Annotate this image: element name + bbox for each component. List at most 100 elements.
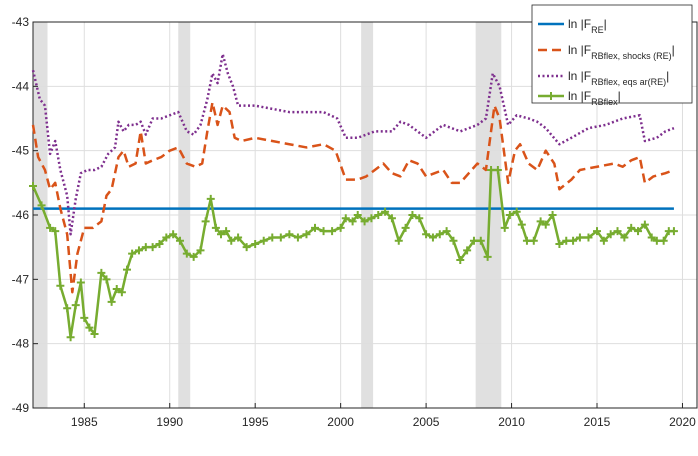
point-marker bbox=[613, 227, 622, 236]
point-marker bbox=[66, 333, 75, 342]
point-marker bbox=[647, 233, 656, 242]
x-tick-label: 1990 bbox=[156, 415, 183, 429]
legend-label: ln |FRBflex, shocks (RE)| bbox=[568, 43, 675, 61]
point-marker bbox=[529, 236, 538, 245]
point-marker bbox=[285, 230, 294, 239]
point-marker bbox=[599, 236, 608, 245]
point-marker bbox=[387, 214, 396, 223]
point-marker bbox=[415, 214, 424, 223]
y-tick-label: -43 bbox=[12, 15, 30, 29]
point-marker bbox=[536, 217, 545, 226]
legend-label-end: | bbox=[666, 69, 669, 83]
x-tick-label: 2005 bbox=[413, 415, 440, 429]
point-marker bbox=[76, 278, 85, 287]
x-tick-label: 2010 bbox=[498, 415, 525, 429]
legend-label: ln |FRBflex, eqs ar(RE)| bbox=[568, 69, 669, 87]
point-marker bbox=[569, 236, 578, 245]
point-marker bbox=[37, 201, 46, 210]
point-marker bbox=[276, 233, 285, 242]
legend-label-subscript: RBflex bbox=[591, 97, 618, 107]
x-tick-label: 2020 bbox=[669, 415, 696, 429]
point-marker bbox=[493, 165, 502, 174]
point-marker bbox=[196, 246, 205, 255]
point-marker bbox=[328, 227, 337, 236]
point-marker bbox=[500, 223, 509, 232]
point-marker bbox=[593, 227, 602, 236]
point-marker bbox=[134, 246, 143, 255]
point-marker bbox=[353, 211, 362, 219]
point-marker bbox=[449, 236, 458, 245]
point-marker bbox=[182, 249, 191, 258]
point-marker bbox=[311, 223, 320, 232]
legend-label-end: | bbox=[672, 43, 675, 57]
legend-label-main: ln |F bbox=[568, 17, 591, 31]
point-marker bbox=[367, 214, 376, 223]
axes-box bbox=[32, 21, 698, 409]
point-marker bbox=[584, 233, 593, 242]
point-marker bbox=[259, 236, 268, 245]
point-marker bbox=[201, 217, 210, 226]
point-marker bbox=[175, 236, 184, 245]
legend-label-end: | bbox=[618, 89, 621, 103]
legend-label-main: ln |F bbox=[568, 69, 591, 83]
point-marker bbox=[541, 220, 550, 229]
point-marker bbox=[169, 230, 178, 239]
legend: ln |FRE|ln |FRBflex, shocks (RE)|ln |FRB… bbox=[531, 4, 693, 107]
point-marker bbox=[123, 265, 132, 274]
x-tick-label: 1995 bbox=[242, 415, 269, 429]
y-tick-label: -49 bbox=[12, 401, 30, 415]
point-marker bbox=[90, 330, 99, 339]
legend-label-subscript: RE bbox=[591, 25, 604, 35]
point-marker bbox=[652, 236, 661, 245]
legend-marker bbox=[547, 92, 555, 100]
legend-label-subscript: RBflex, shocks (RE) bbox=[591, 51, 672, 61]
point-marker bbox=[505, 211, 514, 219]
y-tick-label: -44 bbox=[12, 79, 30, 93]
point-marker bbox=[217, 230, 226, 239]
legend-label: ln |FRBflex| bbox=[568, 89, 621, 107]
point-marker bbox=[634, 227, 643, 236]
point-marker bbox=[463, 246, 472, 255]
x-tick-label: 2015 bbox=[584, 415, 611, 429]
point-marker bbox=[522, 236, 531, 245]
point-marker bbox=[669, 227, 678, 236]
point-marker bbox=[487, 165, 496, 174]
legend-label-main: ln |F bbox=[568, 43, 591, 57]
point-marker bbox=[469, 236, 478, 245]
x-tick-label: 1985 bbox=[71, 415, 98, 429]
point-marker bbox=[80, 313, 89, 322]
point-marker bbox=[341, 214, 350, 223]
point-marker bbox=[401, 223, 410, 232]
point-marker bbox=[112, 284, 121, 293]
point-marker bbox=[408, 211, 417, 219]
point-marker bbox=[336, 223, 345, 232]
point-marker bbox=[374, 211, 383, 219]
point-marker bbox=[251, 239, 260, 248]
point-marker bbox=[442, 227, 451, 236]
point-marker bbox=[422, 230, 431, 239]
point-marker bbox=[268, 233, 277, 242]
point-marker bbox=[51, 227, 60, 236]
point-marker bbox=[206, 194, 215, 203]
point-marker bbox=[85, 323, 94, 332]
point-marker bbox=[211, 223, 220, 232]
point-marker bbox=[141, 243, 150, 252]
point-marker bbox=[227, 236, 236, 245]
x-tick-label: 2000 bbox=[327, 415, 354, 429]
point-marker bbox=[659, 236, 668, 245]
point-marker bbox=[162, 233, 171, 242]
point-marker bbox=[117, 288, 126, 297]
legend-label-main: ln |F bbox=[568, 89, 591, 103]
point-marker bbox=[148, 243, 157, 252]
point-marker bbox=[234, 233, 243, 242]
point-marker bbox=[222, 227, 231, 236]
point-marker bbox=[29, 182, 37, 191]
point-marker bbox=[107, 297, 116, 306]
y-tick-label: -45 bbox=[12, 144, 30, 158]
point-marker bbox=[555, 239, 564, 248]
legend-box bbox=[531, 4, 693, 104]
y-tick-label: -47 bbox=[12, 272, 30, 286]
point-marker bbox=[242, 243, 251, 252]
point-marker bbox=[394, 236, 403, 245]
point-marker bbox=[302, 230, 311, 239]
